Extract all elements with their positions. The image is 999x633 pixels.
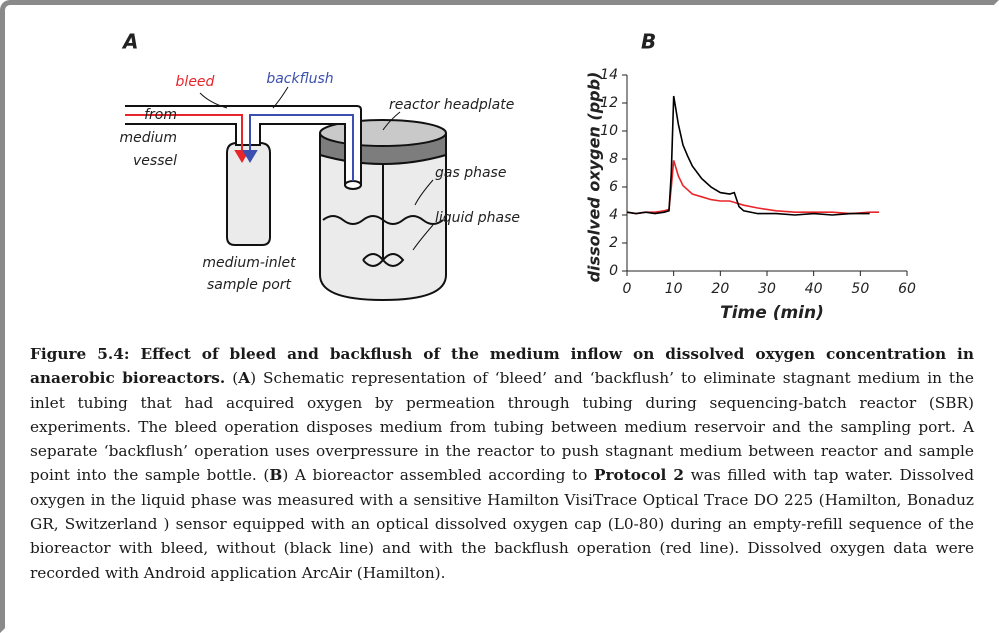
x-tick-label: 40 <box>805 281 823 297</box>
caption-text: ( <box>225 369 238 387</box>
source-label: medium <box>119 130 177 146</box>
source-label: from <box>144 107 177 123</box>
gas-phase-label: gas phase <box>435 165 506 181</box>
y-tick-label: 2 <box>609 235 618 251</box>
liquid-phase-label: liquid phase <box>435 210 520 226</box>
bleed-label: bleed <box>176 74 215 90</box>
y-tick-label: 10 <box>600 123 618 139</box>
x-tick-label: 60 <box>898 281 916 297</box>
x-tick-label: 0 <box>623 281 632 297</box>
caption-text: ) A bioreactor assembled according to <box>282 466 594 484</box>
x-tick-label: 10 <box>665 281 683 297</box>
y-tick-label: 4 <box>609 207 618 223</box>
figure-panels: A B bleed backflush from medium vessel r… <box>5 5 999 335</box>
y-tick-label: 12 <box>600 95 618 111</box>
figure-frame: A B bleed backflush from medium vessel r… <box>0 0 999 633</box>
y-tick-label: 0 <box>609 263 618 279</box>
x-tick-label: 20 <box>711 281 729 297</box>
data-line <box>627 96 870 215</box>
caption-text: B <box>269 466 282 484</box>
caption: Figure 5.4: Effect of bleed and backflus… <box>30 342 974 585</box>
panel-label: B <box>641 30 656 54</box>
sample-port-label: sample port <box>207 277 292 293</box>
backflush-label: backflush <box>266 71 333 87</box>
panel-label: A <box>121 30 138 54</box>
y-tick-label: 8 <box>609 151 618 167</box>
data-line <box>627 160 879 213</box>
sample-port-label: medium-inlet <box>202 255 296 271</box>
x-tick-label: 50 <box>851 281 869 297</box>
headplate-label: reactor headplate <box>389 97 514 113</box>
y-tick-label: 14 <box>600 67 618 83</box>
caption-text: Protocol 2 <box>594 466 684 484</box>
y-tick-label: 6 <box>609 179 618 195</box>
tube-end <box>345 181 361 189</box>
source-label: vessel <box>133 153 177 169</box>
caption-text: A <box>238 369 250 387</box>
x-tick-label: 30 <box>758 281 776 297</box>
x-axis-label: Time (min) <box>720 303 824 323</box>
